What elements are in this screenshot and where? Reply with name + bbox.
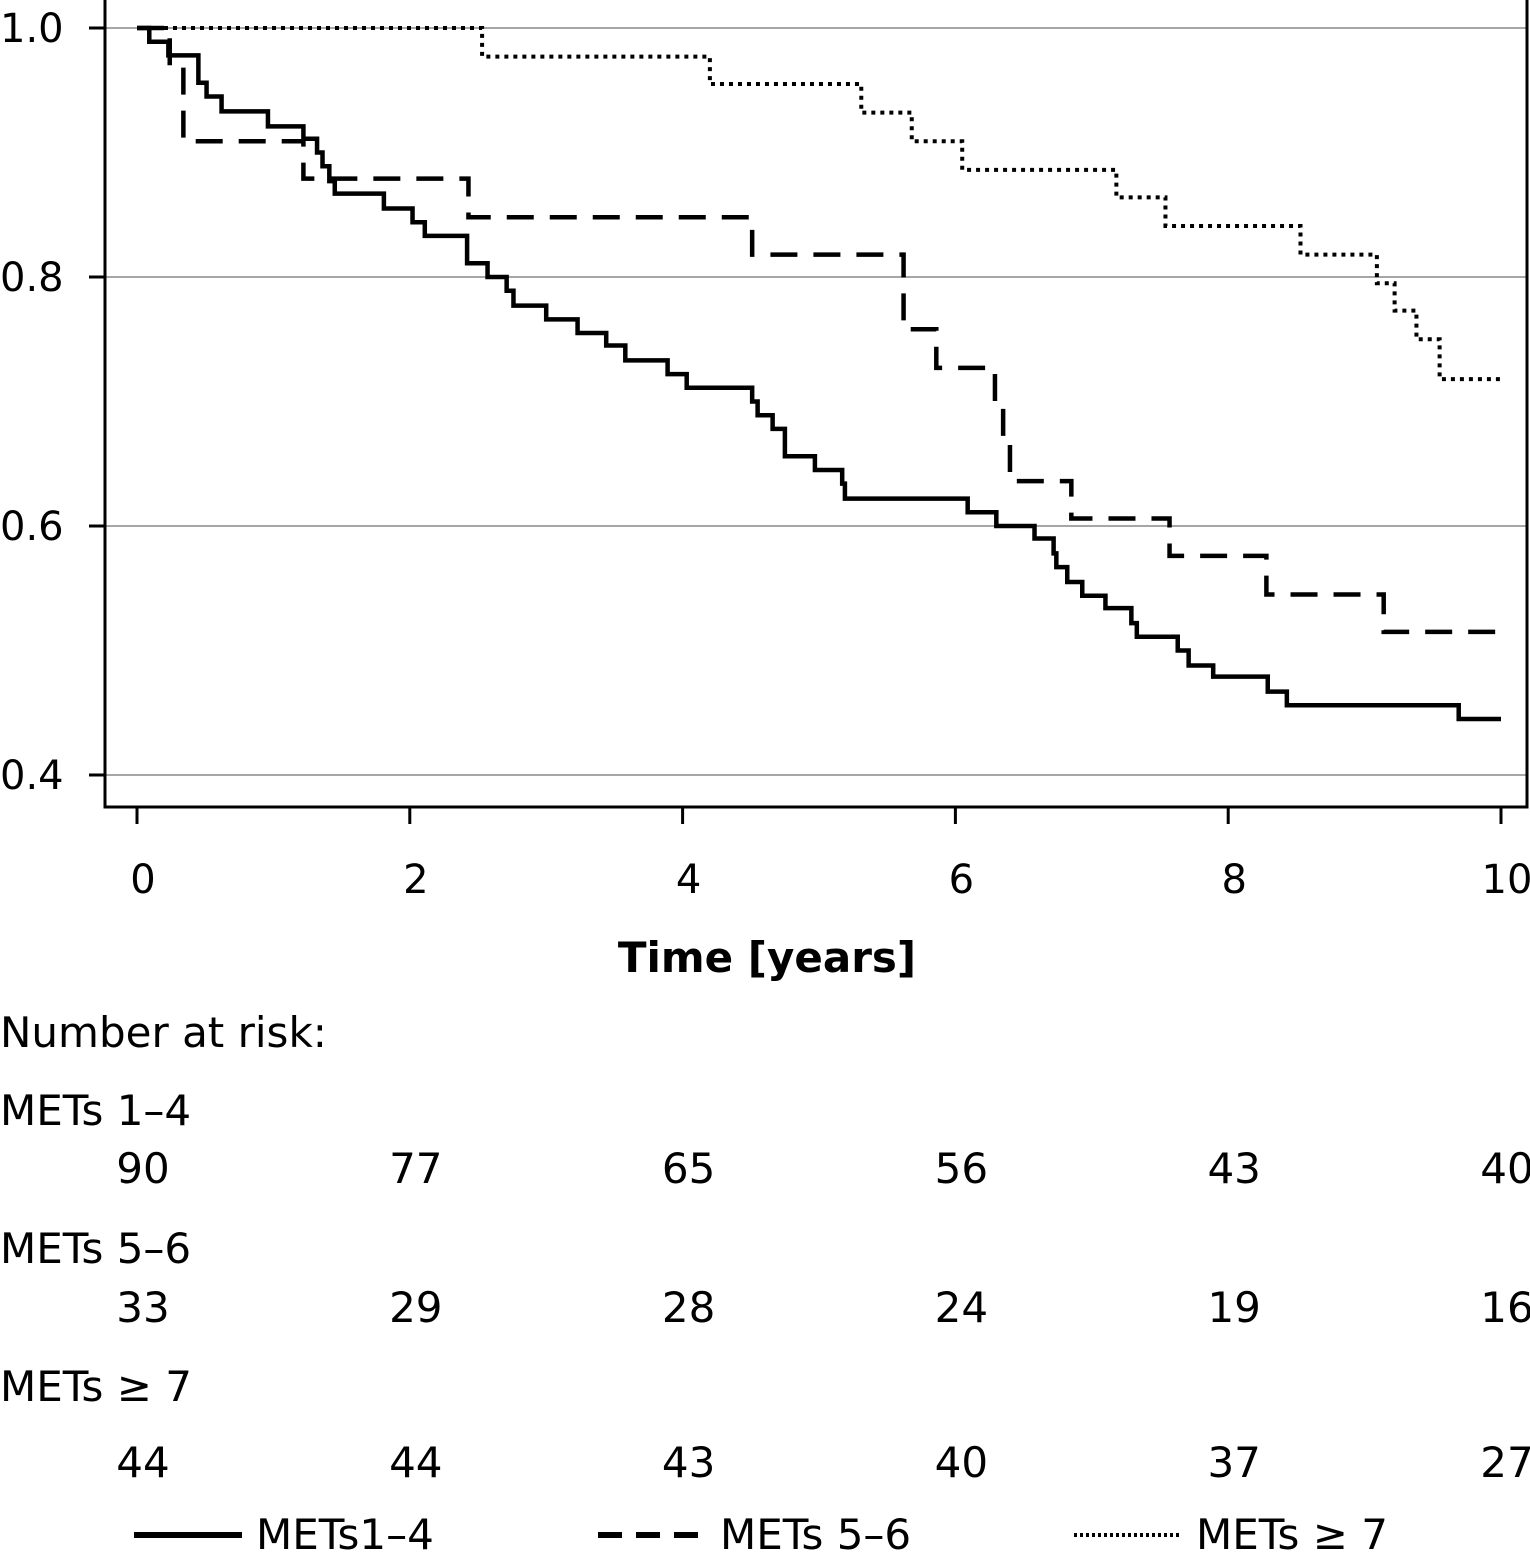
y-tick-label: 0.6 [0, 504, 64, 550]
risk-group-label: METs 1–4 [0, 1086, 192, 1135]
risk-count: 77 [389, 1144, 443, 1193]
dotted-line-swatch-icon [1074, 1533, 1182, 1537]
solid-line-swatch-icon [134, 1532, 242, 1538]
risk-count: 44 [389, 1438, 443, 1487]
plot-frame [103, 0, 1529, 809]
series-dotted-curve [137, 26, 1501, 382]
risk-count: 16 [1480, 1283, 1530, 1332]
risk-group-label: METs 5–6 [0, 1224, 192, 1273]
risk-count: 37 [1207, 1438, 1261, 1487]
x-tick-label: 4 [676, 857, 701, 903]
y-tick-label: 0.8 [0, 255, 64, 301]
risk-count: 27 [1480, 1438, 1530, 1487]
km-chart: 0.4 0.6 0.8 1.0 0 2 4 6 8 10 Time [years] [0, 0, 1530, 982]
survival-curves [137, 25, 1501, 722]
risk-count: 29 [389, 1283, 443, 1332]
x-tick-label: 0 [130, 857, 155, 903]
risk-group-label: METs ≥ 7 [0, 1362, 192, 1411]
dashed-line-swatch-icon [598, 1532, 706, 1538]
risk-count: 56 [934, 1144, 989, 1193]
y-axis: 0.4 0.6 0.8 1.0 [0, 6, 105, 799]
risk-count: 40 [1480, 1144, 1530, 1193]
y-tick-label: 0.4 [0, 753, 64, 799]
legend: METs1–4 METs 5–6 METs ≥ 7 [0, 1512, 1530, 1558]
risk-count: 24 [934, 1283, 989, 1332]
legend-label: METs1–4 [256, 1510, 434, 1559]
x-tick-label: 2 [403, 857, 428, 903]
risk-count: 19 [1207, 1283, 1261, 1332]
legend-item-mets-1-4: METs1–4 [134, 1512, 434, 1558]
risk-count: 90 [116, 1144, 170, 1193]
risk-count: 33 [116, 1283, 170, 1332]
risk-count: 43 [1207, 1144, 1261, 1193]
series-solid-curve [137, 25, 1501, 722]
x-axis-title: Time [years] [618, 933, 916, 982]
legend-label: METs 5–6 [720, 1510, 912, 1559]
grid-lines [105, 27, 1527, 776]
x-tick-label: 10 [1482, 857, 1530, 903]
legend-item-mets-ge-7: METs ≥ 7 [1074, 1512, 1388, 1558]
risk-count: 28 [661, 1283, 716, 1332]
x-tick-label: 8 [1221, 857, 1246, 903]
legend-label: METs ≥ 7 [1196, 1510, 1388, 1559]
risk-count: 43 [661, 1438, 716, 1487]
risk-table-title: Number at risk: [0, 1008, 327, 1057]
risk-count: 65 [661, 1144, 716, 1193]
risk-count: 44 [116, 1438, 170, 1487]
y-tick-label: 1.0 [0, 6, 64, 52]
x-tick-label: 6 [949, 857, 974, 903]
legend-item-mets-5-6: METs 5–6 [598, 1512, 911, 1558]
risk-count: 40 [934, 1438, 989, 1487]
series-dashed-curve [137, 25, 1501, 635]
x-axis: 0 2 4 6 8 10 [130, 807, 1530, 903]
